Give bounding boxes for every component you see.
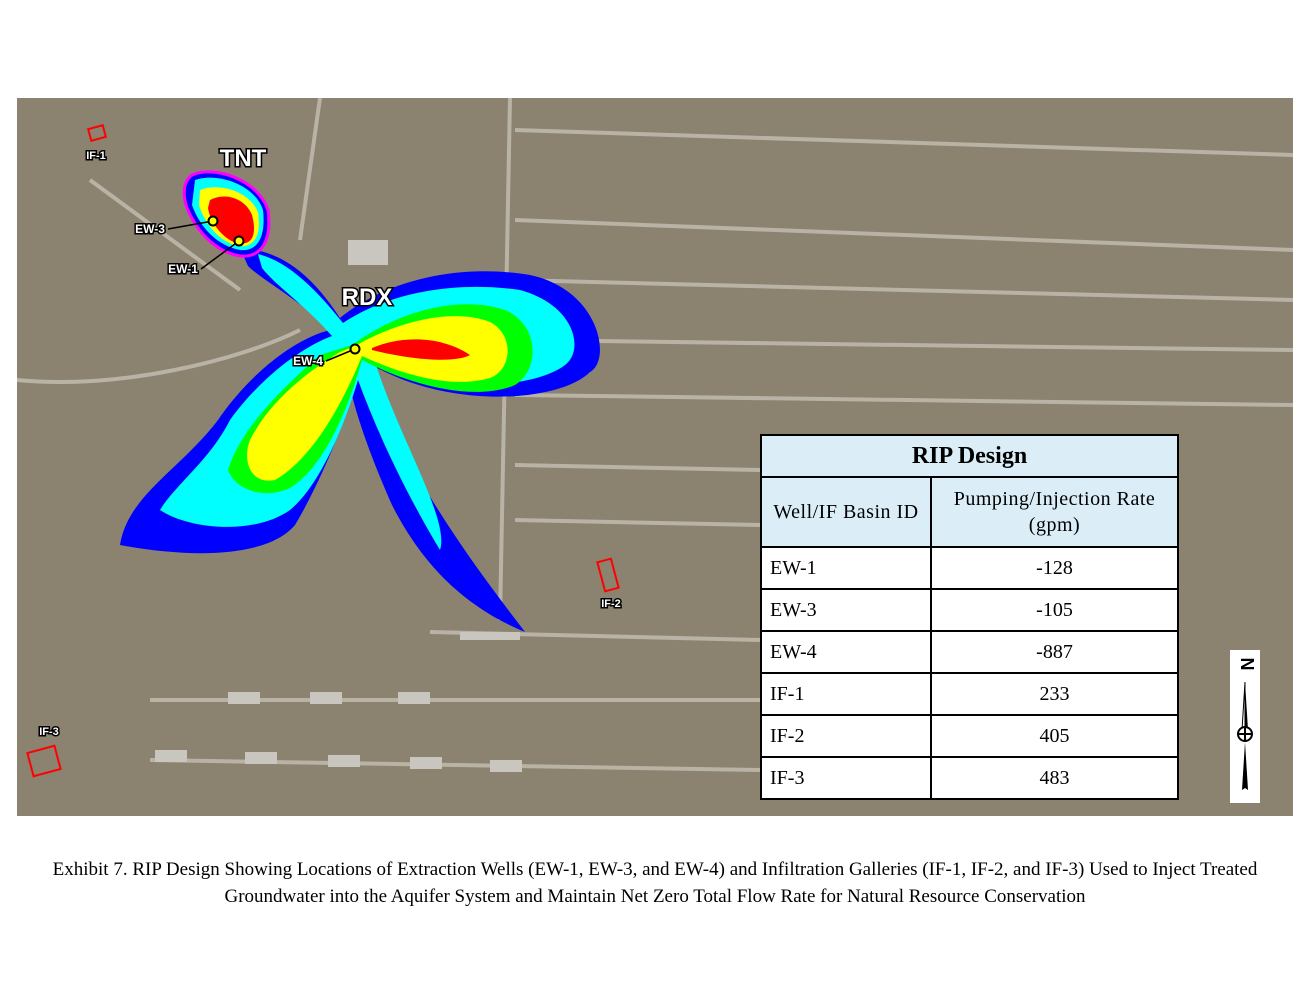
- table-row: IF-1 233: [760, 672, 1179, 716]
- basin-label: IF-1: [86, 150, 106, 162]
- rate-table: RIP Design Well/IF Basin ID Pumping/Inje…: [760, 434, 1179, 800]
- table-row: EW-3 -105: [760, 588, 1179, 632]
- infiltration-basin: [26, 744, 62, 778]
- well-label: EW-4: [293, 354, 323, 368]
- table-row: EW-4 -887: [760, 630, 1179, 674]
- rate: -887: [930, 630, 1179, 674]
- table-title: RIP Design: [760, 434, 1179, 478]
- caption: Exhibit 7. RIP Design Showing Locations …: [52, 859, 1258, 907]
- rate: 483: [930, 756, 1179, 800]
- tnt-plume: [182, 170, 271, 258]
- extraction-well: [207, 215, 219, 227]
- extraction-well: [233, 235, 245, 247]
- north-arrow: N: [1230, 650, 1260, 803]
- extraction-well: [349, 343, 361, 355]
- north-label: N: [1237, 658, 1257, 671]
- wells: EW-1 EW-3 EW-4: [134, 215, 361, 370]
- rate: 405: [930, 714, 1179, 758]
- plume-label: TNT: [220, 145, 267, 172]
- infiltration-basin: [596, 557, 620, 593]
- rate: -105: [930, 588, 1179, 632]
- leader-line: [200, 240, 240, 270]
- well-id: IF-3: [760, 756, 932, 800]
- well-id: EW-3: [760, 588, 932, 632]
- table-row: IF-2 405: [760, 714, 1179, 758]
- rate: -128: [930, 546, 1179, 590]
- well-id: EW-4: [760, 630, 932, 674]
- column-header: Well/IF Basin ID: [760, 476, 932, 548]
- well-label: EW-3: [135, 222, 165, 236]
- table-row: IF-3 483: [760, 756, 1179, 800]
- basin-label: IF-3: [39, 726, 59, 738]
- well-id: EW-1: [760, 546, 932, 590]
- infiltration-basin: [86, 124, 108, 142]
- basin-label: IF-2: [601, 598, 621, 610]
- buildings: [155, 240, 522, 772]
- leader-line: [167, 220, 214, 230]
- column-header: Pumping/Injection Rate (gpm): [930, 476, 1179, 548]
- rdx-plume: [120, 248, 600, 632]
- table-row: EW-1 -128: [760, 546, 1179, 590]
- basins: IF-1 IF-2 IF-3: [26, 124, 622, 778]
- well-id: IF-2: [760, 714, 932, 758]
- plume-label: RDX: [342, 284, 393, 311]
- rate: 233: [930, 672, 1179, 716]
- well-id: IF-1: [760, 672, 932, 716]
- well-label: EW-1: [168, 262, 198, 276]
